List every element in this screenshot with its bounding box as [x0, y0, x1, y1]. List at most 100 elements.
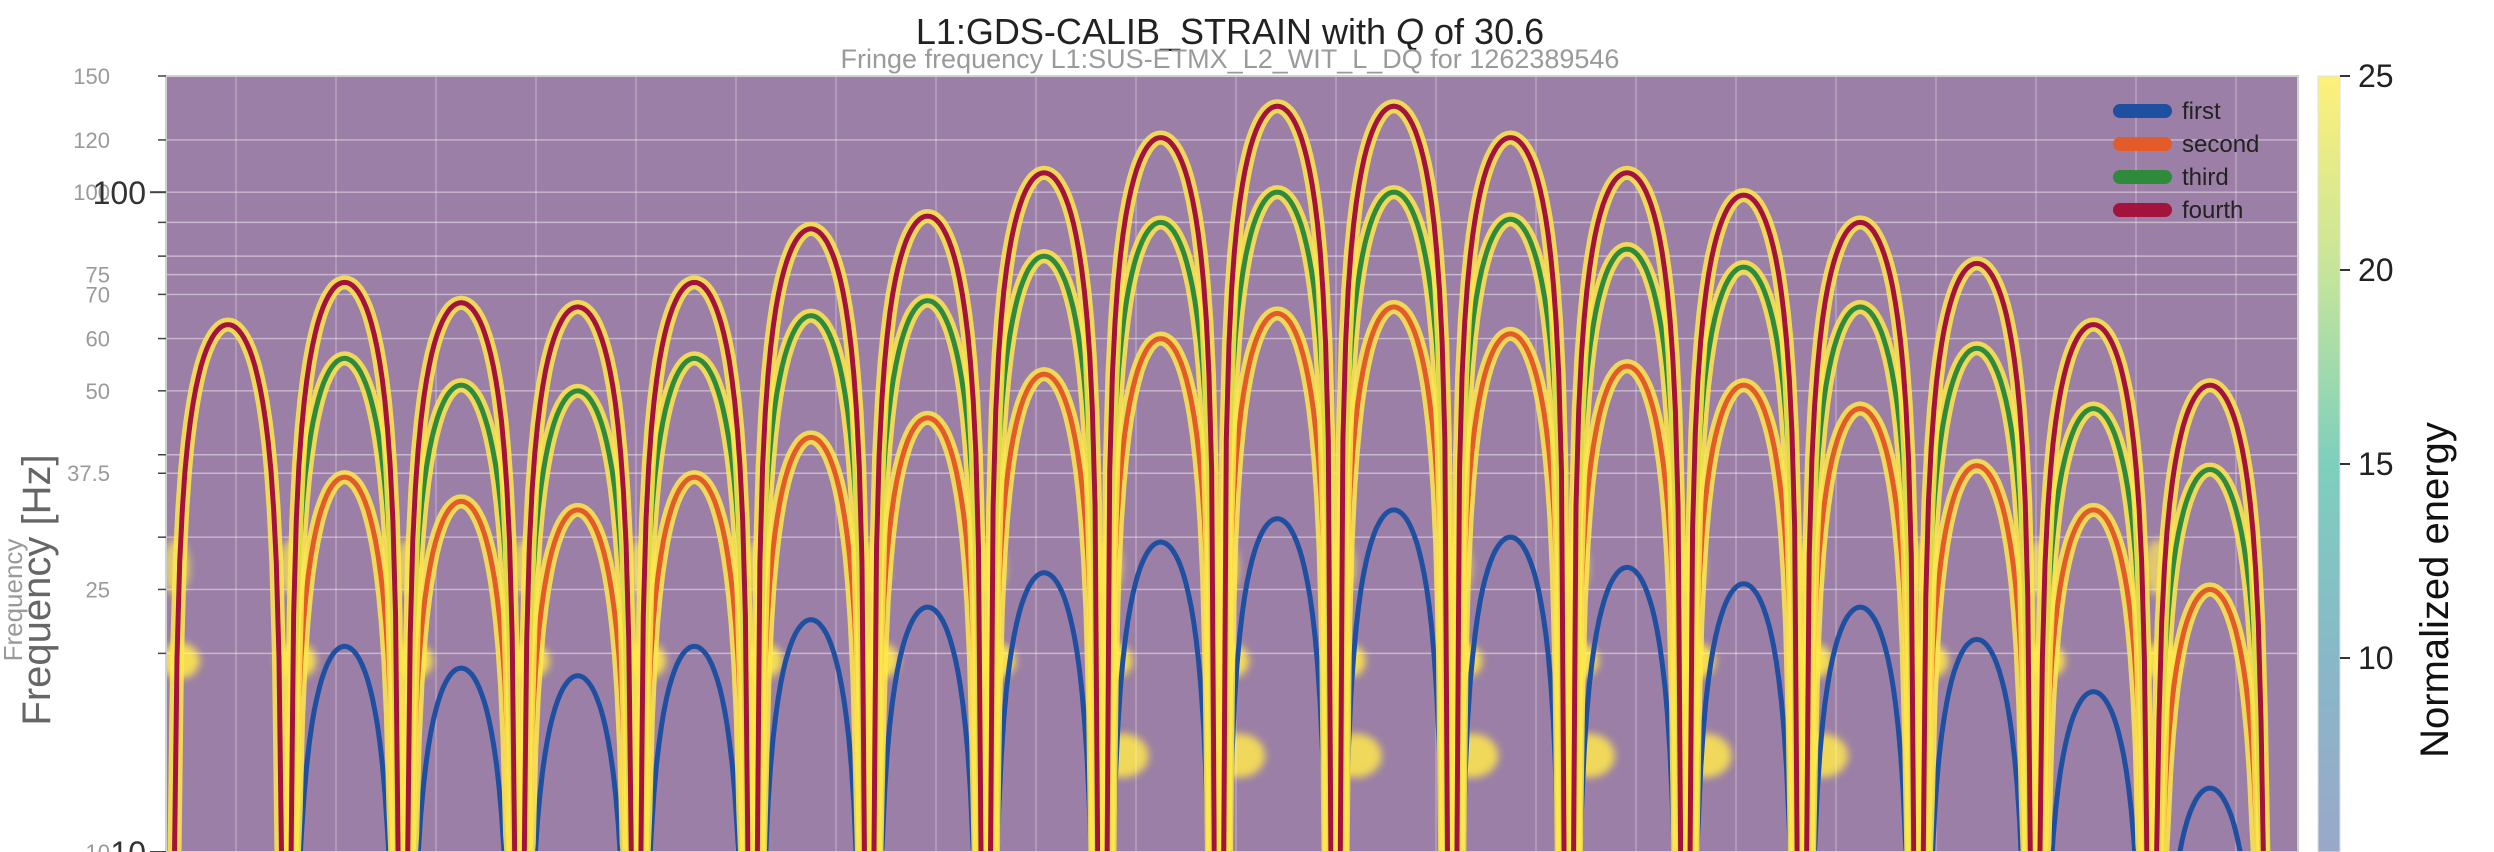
colorbar-tick-label: 25	[2358, 58, 2394, 94]
colorbar-tick-label: 15	[2358, 446, 2394, 482]
arch-third	[1105, 219, 1216, 852]
arch-first	[2049, 689, 2138, 852]
arch-first	[297, 643, 392, 852]
y-tick-inner-label: 37.5	[67, 461, 110, 486]
series-first	[297, 507, 2243, 852]
arch-fourth	[2154, 382, 2266, 852]
arch-fourth	[288, 279, 401, 852]
arch-first	[1110, 539, 1211, 852]
series-third	[285, 185, 2269, 852]
arch-third	[872, 298, 983, 852]
y-tick-label: 100	[93, 175, 146, 211]
legend: first second third fourth	[2113, 98, 2259, 224]
arch-second	[1106, 336, 1215, 852]
arch-third	[523, 388, 633, 852]
arch-second	[1223, 310, 1332, 852]
chart-title: L1:GDS-CALIB_STRAIN with Q of 30.6	[916, 11, 1544, 52]
arch-third	[2155, 466, 2265, 852]
arch-second	[2041, 507, 2146, 852]
arch-fourth	[521, 304, 634, 852]
arch-first	[1342, 507, 1446, 852]
arch-first	[415, 665, 507, 852]
arch-first	[763, 617, 859, 852]
arch-third	[1455, 216, 1566, 852]
arch-third	[989, 253, 1100, 852]
y-tick-inner-label: 120	[73, 128, 110, 153]
arch-second	[641, 474, 748, 852]
arch-second	[1340, 304, 1448, 852]
arch-second	[408, 498, 514, 852]
arch-fourth	[1337, 103, 1450, 852]
legend-label-third: third	[2182, 164, 2229, 191]
arch-fourth	[1920, 260, 2033, 852]
legend-label-first: first	[2182, 98, 2221, 125]
arch-fourth	[871, 213, 984, 852]
arch-first	[1577, 564, 1677, 852]
arch-fourth	[1454, 135, 1567, 852]
y-axis-label-inner: Frequency	[0, 539, 28, 662]
arch-first	[879, 604, 977, 852]
arch-second	[291, 474, 398, 852]
y-tick-inner-label: 100	[73, 180, 110, 205]
arch-fourth	[638, 279, 751, 852]
arch-second	[1923, 463, 2031, 852]
arch-third	[756, 313, 866, 852]
arch-fourth	[2037, 322, 2150, 852]
colorbar-tick-label: 20	[2358, 252, 2394, 288]
series-second	[286, 299, 2265, 852]
y-tick-inner-label: 150	[73, 64, 110, 89]
arch-third	[1572, 246, 1683, 852]
arch-second	[1806, 405, 1914, 852]
legend-label-fourth: fourth	[2182, 197, 2243, 224]
arch-first	[1930, 636, 2024, 852]
arch-first	[1694, 581, 1794, 852]
arch-third	[2038, 405, 2149, 852]
arch-second	[873, 415, 982, 852]
arch-fourth	[1571, 170, 1684, 852]
y-tick-inner-label: 10	[86, 840, 110, 852]
colorbar-label: Normalized energy	[2413, 422, 2457, 758]
arch-fourth	[988, 170, 1101, 852]
arch-second	[1456, 331, 1565, 852]
arch-second	[990, 371, 1098, 852]
arch-fourth	[1221, 103, 1334, 852]
arch-first	[2177, 785, 2243, 852]
arch-second	[1573, 363, 1681, 852]
arch-fourth	[1687, 192, 1800, 852]
arch-first	[647, 643, 742, 852]
arch-third	[639, 355, 750, 852]
legend-label-second: second	[2182, 131, 2259, 158]
arch-first	[532, 673, 623, 852]
y-tick-inner-label: 50	[86, 379, 110, 404]
arch-second	[757, 434, 865, 852]
colorbar	[2317, 75, 2341, 852]
y-tick-label: 10	[110, 835, 146, 852]
arch-first	[1460, 534, 1561, 852]
arch-fourth	[1104, 135, 1217, 852]
arch-fourth	[172, 322, 284, 852]
y-axis-label: Frequency [Hz]	[15, 454, 59, 725]
chart-subtitle: Fringe frequency L1:SUS-ETMX_L2_WIT_L_DQ…	[841, 44, 1620, 74]
arch-third	[1688, 264, 1799, 852]
arch-third	[1805, 304, 1916, 852]
y-tick-inner-label: 75	[86, 263, 110, 288]
arch-third	[1338, 189, 1449, 852]
arch-first	[1811, 604, 1909, 852]
arch-first	[1226, 516, 1328, 852]
arch-first	[994, 570, 1094, 852]
arch-fourth	[405, 300, 518, 852]
arch-third	[1921, 345, 2032, 852]
arch-third	[1222, 189, 1333, 852]
y-tick-inner-label: 70	[86, 282, 110, 307]
y-tick-inner-label: 25	[86, 577, 110, 602]
colorbar-tick-label: 10	[2358, 640, 2394, 676]
arch-second	[525, 507, 630, 852]
y-tick-inner-label: 60	[86, 327, 110, 352]
arch-second	[1689, 382, 1798, 852]
series-fourth	[167, 99, 2271, 852]
arch-third	[406, 382, 516, 852]
arch-third	[289, 355, 400, 852]
arch-fourth	[754, 226, 867, 852]
arch-fourth	[1804, 219, 1917, 852]
